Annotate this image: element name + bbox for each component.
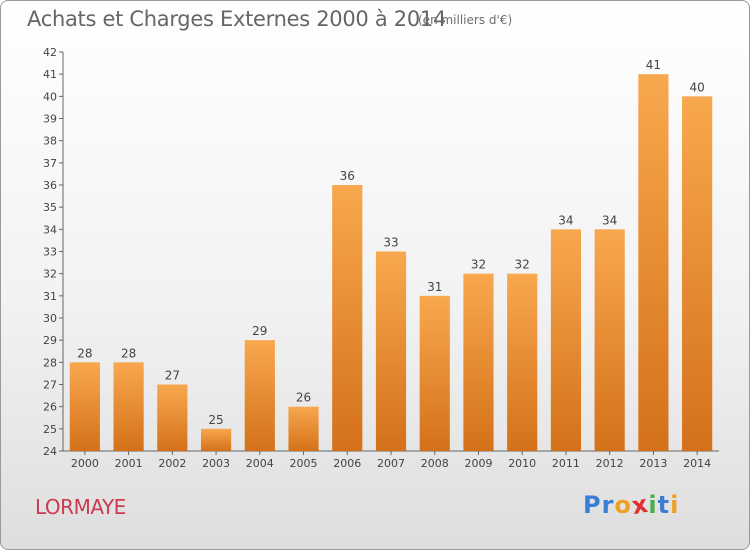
bar-2008 — [419, 295, 450, 451]
x-tick-label: 2008 — [421, 457, 449, 470]
logo-letter: o — [614, 491, 632, 519]
x-tick-label: 2013 — [639, 457, 667, 470]
y-tick-label: 32 — [43, 268, 57, 281]
bar-2000 — [69, 362, 100, 451]
value-label-2000: 28 — [77, 346, 92, 360]
value-label-2011: 34 — [558, 213, 573, 227]
chart-labels: 2000 28 2001 28 2002 27 2003 25 2004 29 2005 26 2006… — [71, 58, 711, 470]
chart-title: Achats et Charges Externes 2000 à 2014 — [27, 7, 447, 31]
x-tick-label: 2001 — [115, 457, 143, 470]
y-tick-label: 36 — [43, 179, 57, 192]
logo-letter: P — [583, 491, 602, 519]
y-tick-label: 29 — [43, 334, 57, 347]
y-tick-label: 30 — [43, 312, 57, 325]
bar-2010 — [507, 273, 538, 451]
bar-2001 — [113, 362, 144, 451]
x-tick-label: 2004 — [246, 457, 274, 470]
x-tick-label: 2010 — [508, 457, 536, 470]
bar-2002 — [157, 384, 188, 451]
bar-2014 — [682, 96, 713, 451]
value-label-2007: 33 — [383, 236, 398, 250]
x-tick-label: 2003 — [202, 457, 230, 470]
value-label-2012: 34 — [602, 213, 617, 227]
value-label-2014: 40 — [689, 80, 704, 94]
logo-letter: i — [670, 491, 680, 519]
y-tick-label: 40 — [43, 90, 57, 103]
x-tick-label: 2007 — [377, 457, 405, 470]
chart-subtitle: (en milliers d'€) — [418, 13, 513, 27]
bar-2005 — [288, 406, 319, 451]
bar-2004 — [244, 340, 275, 451]
x-tick-label: 2006 — [333, 457, 361, 470]
value-label-2010: 32 — [515, 258, 530, 272]
logo-letter: i — [648, 491, 658, 519]
value-label-2003: 25 — [208, 413, 223, 427]
place-name: LORMAYE — [35, 495, 126, 519]
value-label-2001: 28 — [121, 346, 136, 360]
x-tick-label: 2014 — [683, 457, 711, 470]
value-label-2004: 29 — [252, 324, 267, 338]
y-tick-label: 34 — [43, 223, 57, 236]
logo-letter: t — [657, 491, 671, 519]
x-tick-label: 2012 — [596, 457, 624, 470]
bar-2009 — [463, 273, 494, 451]
value-label-2009: 32 — [471, 258, 486, 272]
chart-bars — [69, 74, 713, 452]
y-tick-label: 33 — [43, 246, 57, 259]
bar-2006 — [332, 185, 363, 451]
y-tick-label: 42 — [43, 46, 57, 59]
bar-2013 — [638, 74, 669, 452]
proxiti-logo[interactable]: Proxiti — [583, 490, 680, 520]
logo-letter: r — [601, 491, 615, 519]
y-tick-label: 41 — [43, 68, 57, 81]
bar-2012 — [594, 229, 625, 451]
y-tick-label: 26 — [43, 401, 57, 414]
y-tick-label: 35 — [43, 201, 57, 214]
value-label-2005: 26 — [296, 391, 311, 405]
y-tick-label: 39 — [43, 113, 57, 126]
value-label-2013: 41 — [646, 58, 661, 72]
y-tick-label: 25 — [43, 423, 57, 436]
bar-2011 — [550, 229, 582, 451]
value-label-2002: 27 — [165, 369, 180, 383]
y-tick-label: 28 — [43, 356, 57, 369]
x-tick-label: 2011 — [552, 457, 580, 470]
bar-2007 — [375, 251, 407, 451]
bar-2003 — [200, 428, 232, 451]
y-tick-label: 31 — [43, 290, 57, 303]
y-tick-label: 38 — [43, 135, 57, 148]
y-tick-label: 24 — [43, 445, 57, 458]
x-tick-label: 2009 — [464, 457, 492, 470]
y-tick-label: 37 — [43, 157, 57, 170]
x-tick-label: 2002 — [158, 457, 186, 470]
x-tick-label: 2000 — [71, 457, 99, 470]
x-tick-label: 2005 — [290, 457, 318, 470]
y-tick-label: 27 — [43, 379, 57, 392]
value-label-2006: 36 — [340, 169, 355, 183]
value-label-2008: 31 — [427, 280, 442, 294]
chart-axes: 24 25 26 27 28 29 30 31 32 33 34 35 36 37 38 39 40 41 42 — [43, 46, 719, 458]
